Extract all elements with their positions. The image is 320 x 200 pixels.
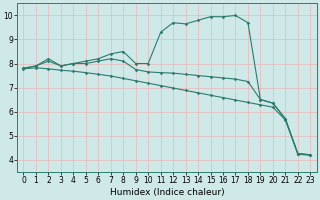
X-axis label: Humidex (Indice chaleur): Humidex (Indice chaleur) <box>109 188 224 197</box>
